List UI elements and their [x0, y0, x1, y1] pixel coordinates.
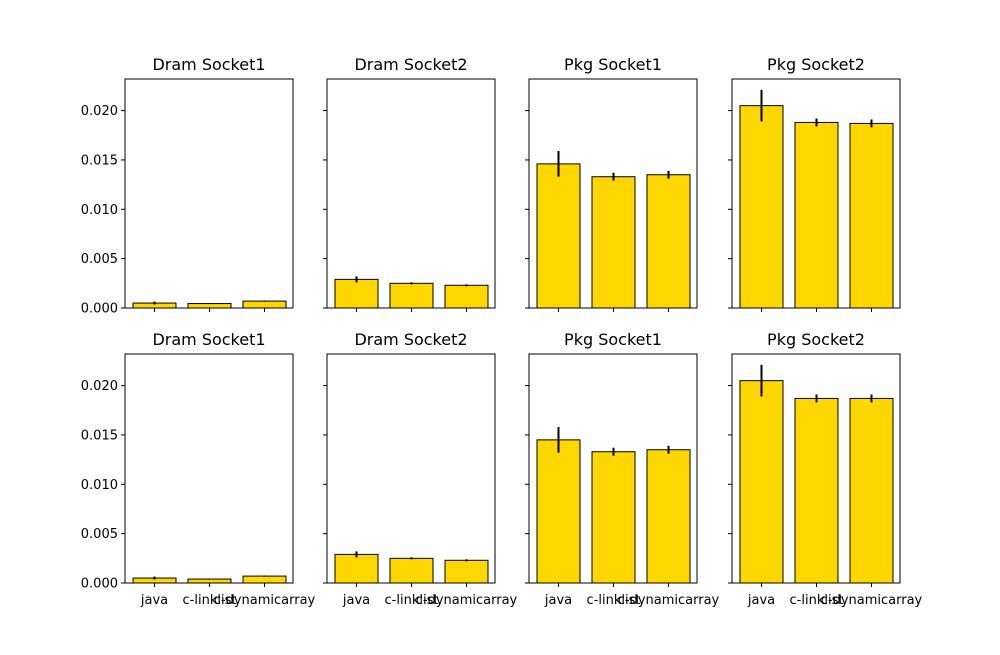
- chart-5-ytick-label: 0.000: [81, 577, 118, 592]
- chart-6-bar-c-dynamicarray: [444, 559, 489, 584]
- chart-3-bar-java: [536, 163, 581, 309]
- chart-2-bar-java: [334, 278, 379, 309]
- chart-2-title: Dram Socket2: [354, 55, 467, 74]
- chart-8-bar-java: [739, 380, 784, 584]
- chart-1-bar-c-dynamicarray: [242, 300, 287, 309]
- chart-6-title: Dram Socket2: [354, 330, 467, 349]
- chart-7-title: Pkg Socket1: [564, 330, 662, 349]
- chart-5-xtick-label: c-linklist: [183, 593, 237, 608]
- chart-7-bar-c-linklist: [591, 451, 636, 584]
- chart-7-xtick-label: c-linklist: [587, 593, 641, 608]
- chart-5-bar-c-linklist: [187, 578, 232, 584]
- chart-2-bar-c-linklist: [389, 282, 434, 309]
- chart-5-bar-c-dynamicarray: [242, 575, 287, 584]
- chart-5-ytick-label: 0.005: [81, 527, 118, 542]
- chart-4-bar-c-linklist: [794, 121, 839, 309]
- chart-7-bar-java: [536, 439, 581, 584]
- chart-3-bar-c-linklist: [591, 176, 636, 309]
- chart-4-title: Pkg Socket2: [767, 55, 865, 74]
- chart-8-title: Pkg Socket2: [767, 330, 865, 349]
- chart-5-ytick-label: 0.015: [81, 428, 118, 443]
- chart-2-bar-c-dynamicarray: [444, 284, 489, 309]
- chart-1-ytick-label: 0.000: [81, 302, 118, 317]
- chart-1-ytick-label: 0.010: [81, 203, 118, 218]
- chart-1-title: Dram Socket1: [152, 55, 265, 74]
- chart-7-xtick-label: java: [544, 593, 572, 608]
- chart-5-title: Dram Socket1: [152, 330, 265, 349]
- chart-5-ytick-label: 0.010: [81, 478, 118, 493]
- chart-7-axes-frame: [528, 353, 698, 584]
- chart-3-axes-frame: [528, 78, 698, 309]
- chart-4-axes-frame: [731, 78, 901, 309]
- chart-8-axes-frame: [731, 353, 901, 584]
- chart-1-ytick-label: 0.015: [81, 153, 118, 168]
- chart-1-bar-c-linklist: [187, 303, 232, 309]
- chart-6-bar-c-linklist: [389, 557, 434, 584]
- chart-6-xtick-label: java: [342, 593, 370, 608]
- chart-8-xtick-label: java: [747, 593, 775, 608]
- chart-8-bar-c-linklist: [794, 397, 839, 584]
- chart-6-xtick-label: c-dynamicarray: [416, 593, 518, 608]
- chart-1-ytick-label: 0.005: [81, 252, 118, 267]
- chart-4-bar-java: [739, 105, 784, 309]
- chart-8-bar-c-dynamicarray: [849, 397, 894, 584]
- chart-5-axes-frame: [124, 353, 294, 584]
- chart-5-xtick-label: c-dynamicarray: [214, 593, 316, 608]
- chart-8-xtick-label: c-linklist: [790, 593, 844, 608]
- chart-1-ytick-label: 0.020: [81, 104, 118, 119]
- chart-6-bar-java: [334, 553, 379, 584]
- chart-3-bar-c-dynamicarray: [646, 174, 691, 309]
- chart-4-bar-c-dynamicarray: [849, 122, 894, 309]
- chart-6-xtick-label: c-linklist: [385, 593, 439, 608]
- chart-1-axes-frame: [124, 78, 294, 309]
- chart-2-axes-frame: [326, 78, 496, 309]
- chart-5-xtick-label: java: [140, 593, 168, 608]
- chart-8-xtick-label: c-dynamicarray: [821, 593, 923, 608]
- chart-5-ytick-label: 0.020: [81, 379, 118, 394]
- chart-7-bar-c-dynamicarray: [646, 449, 691, 584]
- chart-7-xtick-label: c-dynamicarray: [618, 593, 720, 608]
- chart-3-title: Pkg Socket1: [564, 55, 662, 74]
- chart-6-axes-frame: [326, 353, 496, 584]
